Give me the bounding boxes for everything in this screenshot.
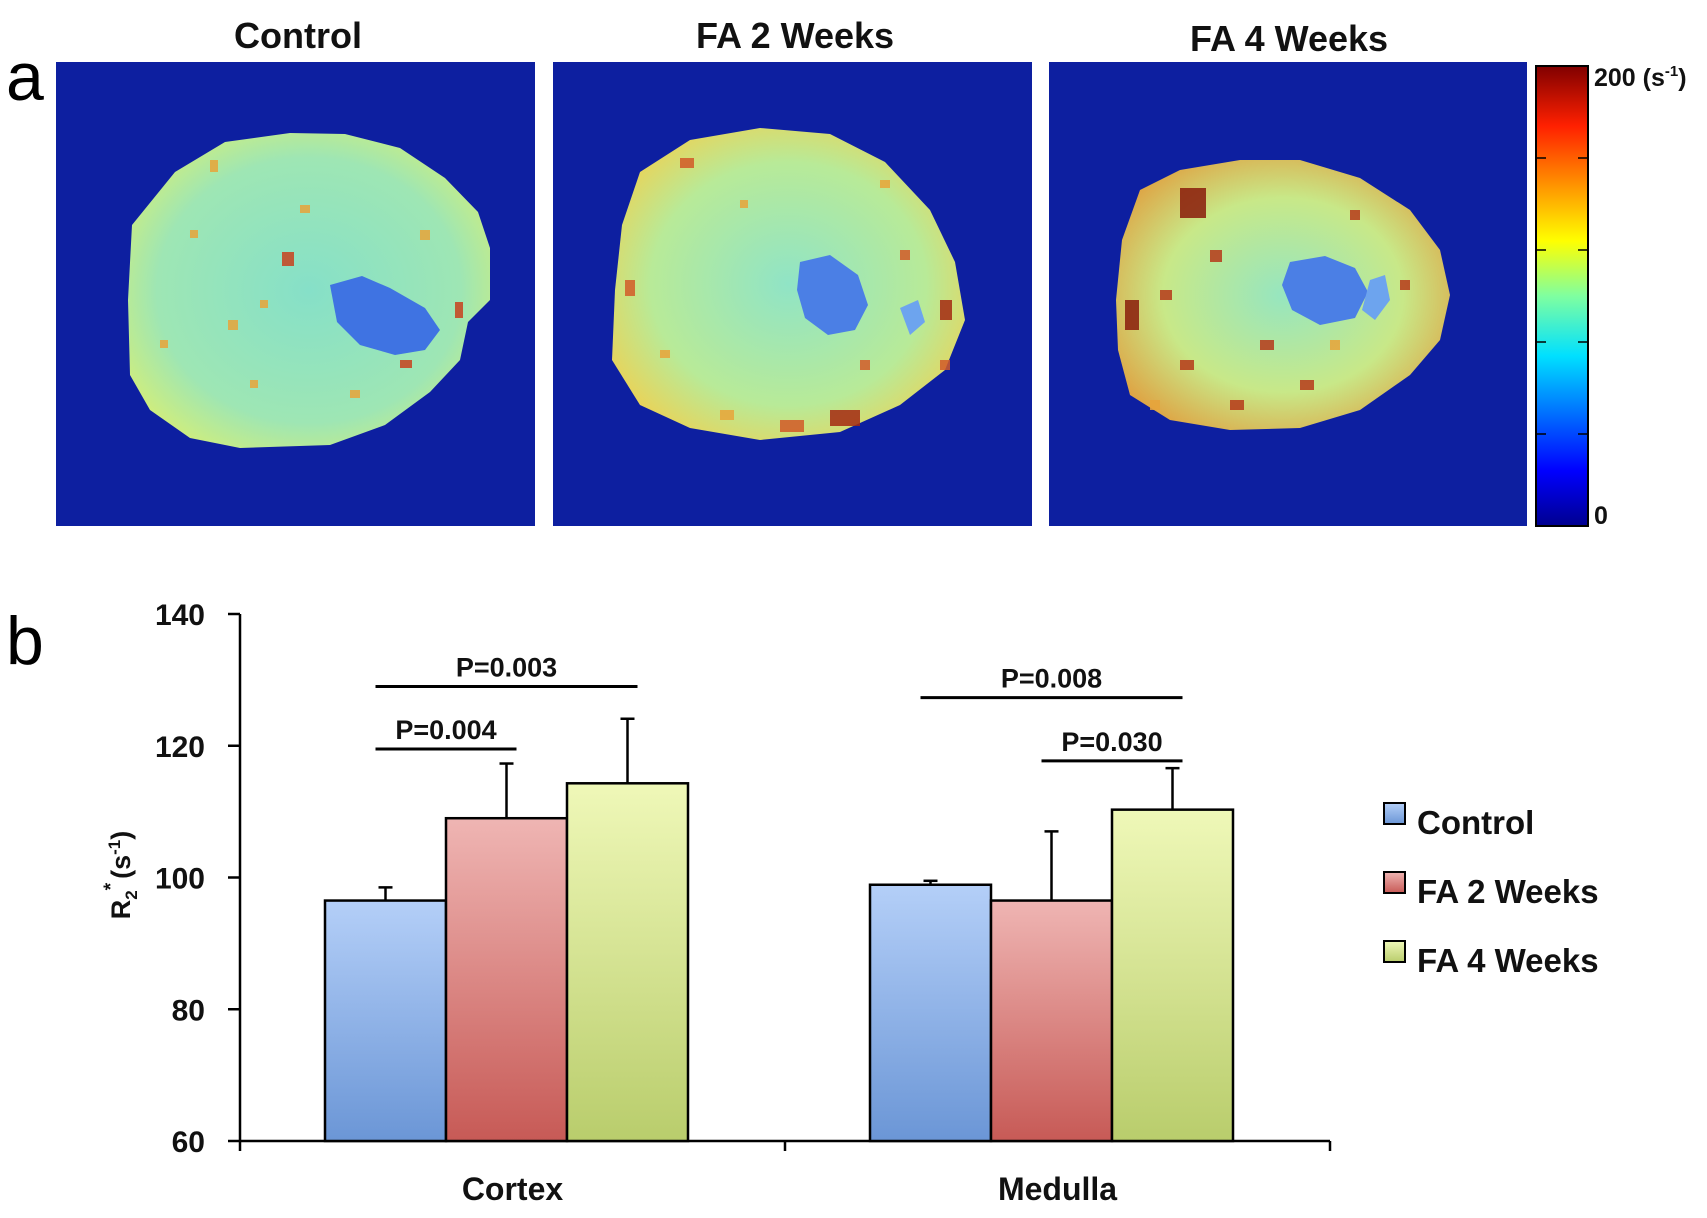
significance-label: P=0.008 [1001, 664, 1102, 694]
significance-label: P=0.004 [395, 715, 496, 745]
y-tick-label: 60 [172, 1126, 205, 1159]
x-tick-label: Cortex [462, 1171, 564, 1207]
medulla-region [330, 276, 440, 355]
colorbar: 200 (s-1) 0 [1535, 63, 1687, 530]
kidney-tissue [128, 133, 490, 448]
y-tick-label: 100 [155, 863, 205, 896]
kidney-tissue [1116, 160, 1450, 430]
bar [565, 782, 690, 1143]
kidney-tissue [612, 128, 965, 440]
bar [989, 899, 1114, 1143]
hotspots [625, 158, 952, 432]
colorbar-max-label: 200 (s-1) [1594, 63, 1687, 92]
bar [323, 899, 448, 1143]
panel-title-fa2: FA 2 Weeks [696, 15, 894, 56]
colorbar-min-label: 0 [1594, 502, 1608, 530]
bars [323, 782, 1235, 1143]
significance-brackets: P=0.003 P=0.004 P=0.008 P=0.030 [375, 652, 1183, 763]
mri-map-fa2 [553, 62, 1032, 526]
y-axis: 60 80 100 120 140 [155, 599, 242, 1159]
panel-title-fa4: FA 4 Weeks [1190, 18, 1388, 59]
legend: Control FA 2 Weeks FA 4 Weeks [1383, 802, 1599, 979]
legend-swatch [1383, 871, 1406, 894]
medulla-region-2 [1362, 275, 1390, 320]
hotspots [1125, 188, 1410, 410]
significance-label: P=0.030 [1061, 727, 1162, 757]
medulla-region [797, 255, 868, 335]
medulla-region-2 [900, 300, 925, 335]
mri-map-fa4 [1049, 62, 1527, 526]
y-tick-label: 120 [155, 731, 205, 764]
hotspots [160, 160, 463, 398]
y-tick-label: 80 [172, 994, 205, 1027]
bar [444, 816, 569, 1143]
bar [868, 883, 993, 1143]
legend-label: FA 2 Weeks [1417, 873, 1599, 910]
medulla-region [1282, 256, 1368, 325]
y-axis-label: R2*(s-1) [101, 831, 141, 920]
legend-label: Control [1417, 804, 1534, 841]
panel-title-control: Control [234, 15, 362, 56]
mri-map-control [56, 62, 535, 526]
x-tick-label: Medulla [998, 1171, 1117, 1207]
bar [1110, 808, 1235, 1143]
error-bars [378, 717, 1180, 901]
panel-a-letter: a [6, 39, 44, 115]
x-axis: Cortex Medulla [238, 1139, 1332, 1207]
legend-swatch [1383, 802, 1406, 825]
significance-label: P=0.003 [456, 652, 557, 682]
y-tick-label: 140 [155, 599, 205, 632]
legend-label: FA 4 Weeks [1417, 942, 1599, 979]
colorbar-gradient [1535, 65, 1589, 527]
legend-swatch [1383, 940, 1406, 963]
panel-b-letter: b [6, 603, 44, 679]
